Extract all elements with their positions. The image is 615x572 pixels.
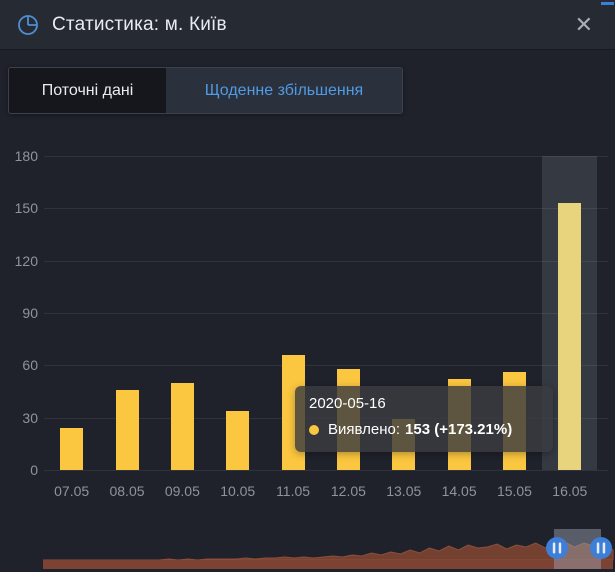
y-tick-label: 0: [30, 462, 38, 478]
navigator-right-handle[interactable]: [590, 537, 612, 559]
x-tick-label: 07.05: [54, 483, 90, 499]
tooltip-series-label: Виявлено:: [328, 421, 401, 438]
top-right-accent-bar: [601, 2, 614, 5]
bar[interactable]: [115, 389, 139, 470]
bar[interactable]: [60, 428, 84, 470]
y-tick-label: 180: [14, 148, 38, 164]
x-tick-label: 16.05: [552, 483, 588, 499]
y-tick-label: 150: [14, 200, 38, 217]
x-tick-label: 08.05: [109, 483, 145, 499]
y-tick-label: 90: [22, 305, 38, 321]
grid-line: [44, 313, 608, 314]
x-tick-label: 14.05: [441, 483, 477, 499]
navigator-left-handle[interactable]: [546, 537, 568, 559]
window-header: Статистика: м. Київ ✕: [0, 0, 615, 50]
page-title: Статистика: м. Київ: [52, 13, 227, 35]
x-tick-label: 13.05: [386, 483, 422, 499]
y-tick-label: 120: [14, 252, 38, 269]
grid-line: [44, 365, 608, 367]
navigator-area-sparkline: [43, 541, 614, 561]
x-tick-label: 15.05: [496, 483, 532, 499]
grid-line: [44, 156, 608, 157]
grid-line: [44, 260, 608, 262]
bar[interactable]: [170, 382, 194, 470]
series-dot-icon: [309, 424, 319, 435]
navigator-baseline: [43, 560, 613, 569]
tooltip-date: 2020-05-16: [309, 395, 386, 412]
data-zoom-navigator[interactable]: [0, 525, 615, 572]
chart-tooltip: 2020-05-16 Виявлено: 153 (+173.21%): [295, 386, 553, 452]
y-tick-label: 60: [22, 357, 38, 374]
grid-line: [44, 470, 608, 471]
tooltip-value: 153 (+173.21%): [405, 421, 513, 438]
x-tick-label: 11.05: [276, 483, 311, 499]
tooltip-series-row: Виявлено: 153 (+173.21%): [309, 421, 539, 438]
bar[interactable]: [226, 410, 250, 470]
tab-current-data[interactable]: Поточні дані: [9, 68, 166, 113]
grid-line: [44, 208, 608, 210]
bar[interactable]: [558, 203, 582, 470]
x-tick-label: 12.05: [330, 483, 366, 499]
x-tick-label: 09.05: [164, 483, 200, 499]
tab-bar: Поточні дані Щоденне збільшення: [8, 67, 403, 114]
x-tick-label: 10.05: [220, 483, 256, 499]
close-icon[interactable]: ✕: [574, 11, 593, 37]
y-tick-label: 30: [22, 409, 38, 426]
tab-daily-increase[interactable]: Щоденне збільшення: [166, 68, 402, 113]
pie-chart-icon: [18, 14, 38, 35]
